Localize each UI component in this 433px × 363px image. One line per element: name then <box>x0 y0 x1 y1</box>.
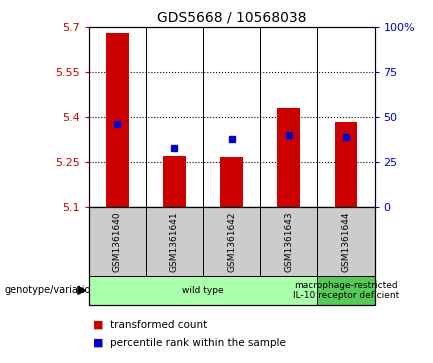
Text: ■: ■ <box>93 320 103 330</box>
Text: GSM1361643: GSM1361643 <box>284 211 293 272</box>
Text: percentile rank within the sample: percentile rank within the sample <box>110 338 286 348</box>
Text: wild type: wild type <box>182 286 224 295</box>
Bar <box>106 33 129 207</box>
Text: GSM1361642: GSM1361642 <box>227 211 236 272</box>
Text: GSM1361644: GSM1361644 <box>342 211 350 272</box>
Text: macrophage-restricted
IL-10 receptor deficient: macrophage-restricted IL-10 receptor def… <box>293 281 399 300</box>
Text: transformed count: transformed count <box>110 320 208 330</box>
Text: genotype/variation: genotype/variation <box>4 285 97 295</box>
Bar <box>278 108 300 207</box>
Text: GSM1361640: GSM1361640 <box>113 211 122 272</box>
Title: GDS5668 / 10568038: GDS5668 / 10568038 <box>157 11 307 25</box>
Bar <box>163 156 186 207</box>
Text: GSM1361641: GSM1361641 <box>170 211 179 272</box>
Bar <box>335 122 357 207</box>
Bar <box>220 158 243 207</box>
Text: ■: ■ <box>93 338 103 348</box>
